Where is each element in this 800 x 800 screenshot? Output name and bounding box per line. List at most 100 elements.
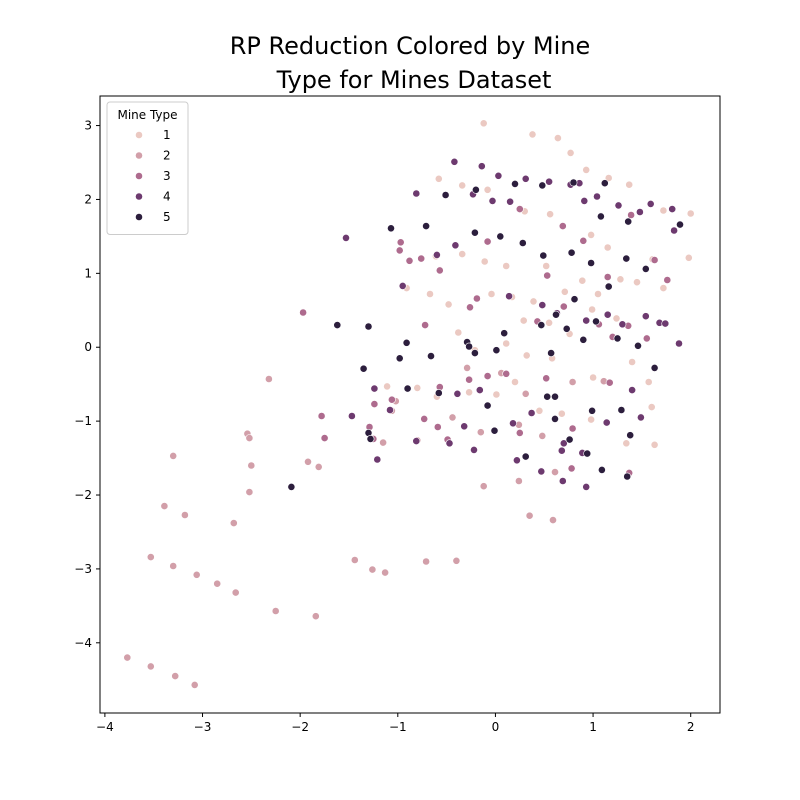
data-point-type-3	[483, 372, 492, 380]
data-point-type-1	[644, 378, 653, 386]
data-point-type-4	[451, 241, 460, 250]
data-point-type-4	[505, 292, 513, 301]
y-tick-label: −4	[74, 636, 92, 650]
data-point-type-5	[496, 232, 505, 241]
data-point-type-1	[479, 119, 488, 128]
data-point-type-5	[470, 228, 479, 237]
data-point-type-2	[264, 375, 273, 383]
data-point-type-1	[458, 181, 467, 190]
data-point-type-2	[245, 488, 254, 496]
data-point-type-3	[502, 369, 511, 378]
data-point-type-2	[368, 565, 377, 574]
data-point-type-2	[479, 482, 488, 491]
y-tick-label: 3	[84, 119, 92, 133]
data-point-type-2	[422, 557, 430, 566]
data-point-type-2	[448, 413, 457, 422]
data-point-type-1	[560, 287, 569, 296]
data-point-type-4	[386, 406, 394, 414]
data-point-type-1	[587, 415, 595, 424]
data-point-type-3	[317, 412, 326, 420]
data-point-type-5	[579, 335, 588, 344]
data-point-type-1	[454, 328, 463, 337]
data-point-type-1	[502, 339, 511, 348]
data-point-type-2	[146, 553, 155, 561]
legend-box	[106, 101, 189, 235]
data-point-type-5	[551, 414, 559, 423]
x-tick-label: −2	[291, 720, 309, 734]
x-tick-label: 1	[589, 720, 597, 734]
data-point-type-4	[618, 320, 627, 329]
y-tick-label: −2	[74, 488, 92, 502]
data-point-type-3	[627, 211, 635, 219]
data-point-type-5	[623, 472, 632, 481]
x-tick-label: 2	[687, 720, 695, 734]
data-point-type-5	[562, 324, 571, 333]
data-point-type-2	[463, 363, 471, 372]
data-point-type-5	[538, 181, 547, 190]
data-point-type-2	[213, 579, 222, 588]
data-point-type-4	[582, 316, 591, 325]
data-point-type-4	[373, 455, 382, 464]
data-point-type-2	[525, 511, 534, 520]
data-point-type-5	[287, 482, 296, 491]
data-point-type-4	[527, 409, 536, 417]
data-point-type-3	[559, 302, 568, 311]
data-point-type-3	[650, 256, 659, 264]
legend-marker-type-5	[135, 213, 143, 221]
data-point-type-2	[169, 451, 178, 460]
plot-frame	[99, 95, 721, 714]
data-point-type-2	[192, 570, 201, 579]
data-point-type-2	[476, 428, 485, 437]
data-point-type-4	[475, 386, 484, 394]
data-point-type-4	[646, 199, 655, 208]
x-tick-label: 0	[492, 720, 500, 734]
data-point-type-2	[190, 681, 199, 689]
legend: Mine Type 1 2 3 4 5	[106, 101, 189, 235]
data-point-type-4	[668, 205, 677, 213]
data-point-type-4	[494, 171, 503, 180]
data-point-type-5	[613, 334, 622, 343]
data-point-type-3	[299, 308, 307, 317]
data-point-type-5	[402, 338, 411, 347]
data-point-type-4	[670, 226, 678, 235]
data-point-type-1	[529, 297, 538, 306]
data-point-type-1	[483, 185, 492, 194]
data-point-type-5	[583, 449, 592, 458]
data-point-type-4	[506, 197, 514, 206]
data-point-type-2	[350, 556, 359, 564]
data-point-type-1	[604, 174, 613, 182]
data-point-type-1	[480, 257, 489, 266]
data-point-type-1	[659, 206, 668, 215]
data-point-type-4	[593, 192, 601, 201]
y-tick-label: 0	[84, 340, 92, 354]
data-point-type-4	[602, 418, 611, 427]
data-point-type-1	[519, 316, 528, 325]
data-point-type-1	[578, 276, 587, 285]
data-point-type-4	[450, 157, 459, 166]
data-point-type-1	[603, 243, 612, 252]
x-axis: −4 −3 −2 −1 0 1 2	[96, 713, 695, 734]
data-point-type-1	[528, 130, 537, 139]
data-point-type-5	[570, 295, 579, 304]
data-point-type-3	[465, 375, 473, 384]
data-point-type-2	[271, 607, 280, 615]
data-point-type-2	[452, 556, 461, 565]
data-point-type-5	[600, 179, 609, 188]
data-point-type-4	[370, 384, 379, 393]
data-point-type-1	[647, 403, 656, 411]
data-point-type-3	[466, 303, 474, 312]
data-point-type-1	[588, 305, 596, 314]
data-point-type-4	[513, 456, 521, 465]
data-point-type-4	[412, 437, 421, 445]
data-point-type-1	[522, 351, 531, 360]
data-point-type-5	[465, 342, 473, 351]
data-point-type-5	[641, 264, 650, 273]
data-point-type-3	[433, 423, 442, 431]
data-point-type-5	[366, 434, 375, 443]
data-point-type-1	[594, 290, 602, 298]
y-tick-label: 2	[84, 192, 92, 206]
data-point-type-4	[675, 339, 683, 348]
data-point-type-5	[622, 254, 631, 263]
data-point-type-4	[537, 467, 546, 476]
data-point-type-3	[605, 378, 614, 387]
